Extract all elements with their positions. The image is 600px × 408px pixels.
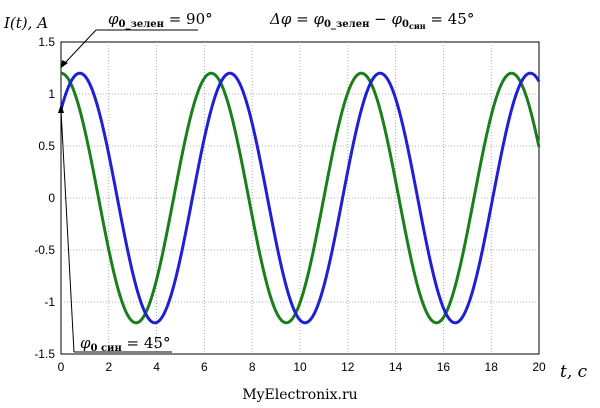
blue-phase-arrowhead [58, 104, 64, 113]
x-tick-label: 14 [389, 360, 403, 374]
x-tick-label: 8 [249, 360, 256, 374]
y-tick-label: 1 [48, 87, 55, 101]
caption: MyElectronix.ru [242, 387, 357, 403]
x-tick-label: 16 [437, 360, 451, 374]
x-tick-label: 0 [58, 360, 65, 374]
y-tick-label: 0 [48, 191, 55, 205]
series-lines [59, 71, 541, 325]
y-tick-label: -0.5 [34, 243, 55, 257]
green-series-line [60, 71, 541, 325]
x-tick-label: 4 [153, 360, 160, 374]
y-tick-label: -1 [44, 295, 55, 309]
x-tick-label: 6 [201, 360, 208, 374]
blue-phase-text: φ0 син = 45° [80, 334, 170, 354]
x-tick-label: 12 [341, 360, 355, 374]
delta-phase-text: Δφ = φ0_зелен − φ0син = 45° [269, 10, 474, 31]
tick-labels: 0 2 4 6 8 10 12 14 16 18 20 1.5 1 0.5 0 -0.5 -1 -1.5 [34, 35, 546, 374]
green-phase-text: φ0_зелен = 90° [108, 10, 213, 30]
green-phase-annotation: φ0_зелен = 90° [61, 10, 213, 68]
x-axis-label: t, c [560, 362, 588, 382]
y-tick-label: -1.5 [34, 347, 55, 361]
y-axis-label: I(t), A [3, 14, 48, 32]
blue-phase-leader [60, 109, 75, 353]
x-tick-label: 18 [485, 360, 499, 374]
blue-phase-annotation: φ0 син = 45° [58, 104, 172, 354]
x-tick-label: 10 [293, 360, 307, 374]
x-tick-label: 2 [105, 360, 112, 374]
blue-series-line [59, 71, 541, 325]
green-phase-leader [63, 29, 97, 65]
y-tick-label: 1.5 [38, 35, 55, 49]
x-tick-label: 20 [532, 360, 546, 374]
green-phase-arrowhead [61, 60, 68, 68]
y-tick-label: 0.5 [38, 139, 55, 153]
